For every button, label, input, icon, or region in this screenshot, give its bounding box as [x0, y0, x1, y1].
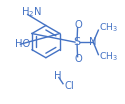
- Text: CH$_3$: CH$_3$: [99, 50, 118, 63]
- Text: CH$_3$: CH$_3$: [99, 22, 118, 34]
- Text: O: O: [75, 54, 82, 64]
- Text: N: N: [89, 37, 97, 47]
- Text: H$_2$N: H$_2$N: [21, 6, 42, 19]
- Text: H: H: [54, 71, 62, 81]
- Text: S: S: [74, 37, 81, 47]
- Text: O: O: [75, 20, 82, 30]
- Text: HO: HO: [15, 39, 30, 49]
- Text: Cl: Cl: [64, 81, 74, 91]
